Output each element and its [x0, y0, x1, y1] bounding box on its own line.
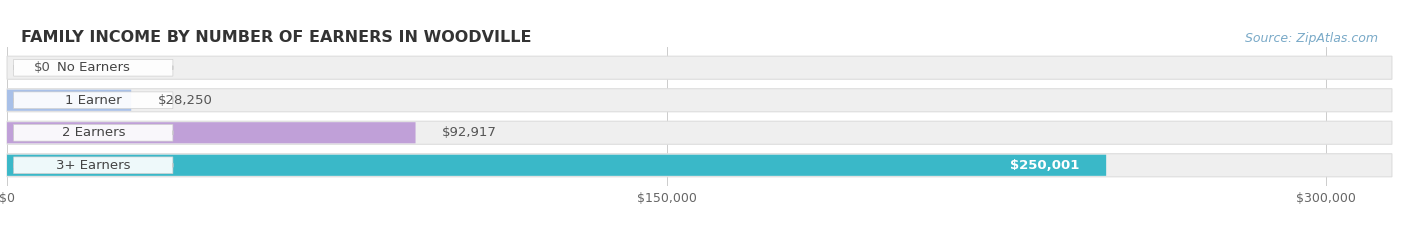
- Text: No Earners: No Earners: [56, 61, 129, 74]
- Text: $92,917: $92,917: [441, 126, 496, 139]
- Text: $0: $0: [34, 61, 51, 74]
- Text: 2 Earners: 2 Earners: [62, 126, 125, 139]
- FancyBboxPatch shape: [7, 121, 1392, 144]
- Text: $28,250: $28,250: [157, 94, 212, 107]
- Text: Source: ZipAtlas.com: Source: ZipAtlas.com: [1246, 32, 1378, 45]
- FancyBboxPatch shape: [7, 90, 131, 111]
- Text: 1 Earner: 1 Earner: [65, 94, 121, 107]
- FancyBboxPatch shape: [14, 157, 173, 174]
- Text: 3+ Earners: 3+ Earners: [56, 159, 131, 172]
- FancyBboxPatch shape: [14, 59, 173, 76]
- FancyBboxPatch shape: [7, 89, 1392, 112]
- FancyBboxPatch shape: [7, 122, 416, 143]
- FancyBboxPatch shape: [14, 124, 173, 141]
- FancyBboxPatch shape: [7, 154, 1392, 177]
- FancyBboxPatch shape: [7, 155, 1107, 176]
- Text: $250,001: $250,001: [1011, 159, 1080, 172]
- Text: FAMILY INCOME BY NUMBER OF EARNERS IN WOODVILLE: FAMILY INCOME BY NUMBER OF EARNERS IN WO…: [21, 30, 531, 45]
- FancyBboxPatch shape: [7, 56, 1392, 79]
- FancyBboxPatch shape: [14, 92, 173, 109]
